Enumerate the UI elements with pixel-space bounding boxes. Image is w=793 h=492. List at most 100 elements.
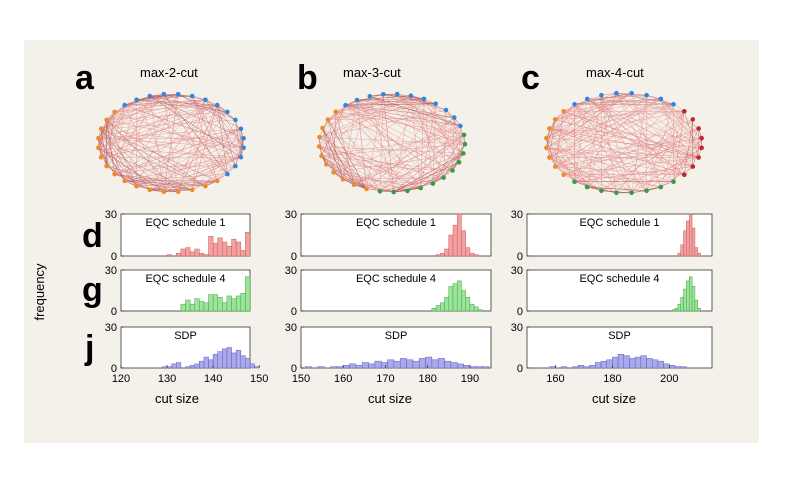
graph-node — [225, 171, 230, 177]
graph-edge — [631, 111, 685, 193]
graph-edge — [563, 119, 693, 175]
histogram-bar — [222, 302, 228, 312]
graph-edge — [319, 146, 433, 184]
graph-edge — [356, 99, 421, 189]
graph-edge — [393, 134, 465, 193]
graph-edge — [356, 99, 367, 189]
graph-edge — [646, 186, 661, 192]
graph-node — [161, 91, 167, 97]
histogram-bar — [671, 309, 676, 312]
graph-edge — [379, 134, 465, 192]
histogram-f: EQC schedule 1 0 30 — [511, 209, 713, 263]
graph-node — [241, 135, 246, 141]
graph-edge — [136, 137, 244, 187]
graph-node — [682, 172, 687, 177]
x-axis-label-left: cut size — [155, 391, 199, 406]
graph-node — [317, 134, 322, 140]
graph-node — [461, 132, 467, 138]
histogram-g: EQC schedule 4 0 30 — [105, 265, 251, 318]
histogram-bar — [361, 362, 369, 369]
graph-edge — [546, 93, 632, 139]
graph-edge — [335, 98, 424, 113]
y-tick-label: 0 — [517, 306, 523, 318]
graph-edge — [549, 93, 617, 158]
graph-edge — [321, 155, 344, 180]
graph-node — [96, 145, 101, 151]
graph-edge — [98, 99, 206, 149]
y-tick-label: 0 — [517, 251, 523, 263]
graph-node — [699, 145, 704, 151]
graph-edge — [555, 98, 661, 120]
histogram-bar — [245, 231, 251, 257]
histogram-bar — [473, 306, 479, 312]
panel-letter-j: j — [84, 329, 94, 367]
graph-edge — [546, 137, 575, 182]
graph-edge — [601, 92, 617, 96]
graph-edge — [546, 104, 674, 139]
graph-edge — [616, 93, 674, 182]
graph-node — [122, 102, 127, 108]
graph-edge — [587, 111, 685, 188]
graph-edge — [660, 111, 685, 188]
graph-edge — [587, 104, 674, 188]
graph-edge — [98, 104, 218, 149]
graph-edge — [345, 104, 460, 163]
graph-edge — [379, 103, 436, 192]
histogram-bar — [406, 359, 414, 369]
graph-edge — [587, 98, 685, 175]
graph-edge — [335, 111, 381, 192]
graph-edge — [420, 153, 464, 189]
graph-edge — [124, 99, 206, 106]
histogram-bar — [235, 241, 242, 257]
graph-edge — [646, 104, 674, 191]
graph-edge — [333, 125, 461, 173]
histogram-bar — [199, 360, 205, 369]
histogram-bar — [217, 237, 223, 257]
histogram-panels: EQC schedule 1 0 30 EQC schedule 4 0 30 SDP 0 30… — [105, 209, 713, 385]
graph-edge — [546, 93, 617, 139]
histogram-bar — [669, 365, 676, 369]
graph-edge — [397, 93, 453, 171]
graph-edge — [149, 95, 242, 158]
histogram-bar — [440, 252, 445, 257]
graph-edge — [322, 93, 398, 129]
graph-node — [367, 94, 373, 99]
graph-node — [441, 175, 446, 180]
histogram-bar — [686, 280, 690, 312]
graph-edges-b — [318, 93, 466, 193]
graph-edge — [106, 119, 115, 175]
graph-edge — [366, 153, 464, 190]
y-tick-label: 0 — [517, 363, 523, 375]
x-tick-label: 180 — [418, 373, 436, 385]
histogram-bar — [680, 244, 684, 257]
graph-node — [316, 144, 322, 149]
graph-edge — [546, 137, 632, 193]
graph-b — [316, 91, 468, 195]
graph-edge — [124, 94, 179, 182]
graph-edge — [136, 185, 179, 193]
histogram-bar — [691, 286, 696, 312]
graph-edge — [546, 137, 702, 149]
graph-edge — [345, 98, 424, 106]
graph-edge — [322, 128, 344, 180]
histogram-bar — [674, 366, 681, 369]
graph-edge — [106, 111, 228, 121]
graph-edge — [684, 119, 694, 175]
panel-letter-b: b — [297, 59, 318, 97]
graph-edge — [149, 93, 164, 97]
histogram-bar — [189, 365, 195, 369]
graph-edge — [574, 104, 617, 193]
graph-edge — [660, 98, 702, 149]
graph-edge — [646, 147, 702, 191]
graph-edge — [124, 96, 151, 181]
graph-node — [614, 190, 619, 196]
y-tick-label: 30 — [511, 322, 523, 334]
graph-edge — [393, 183, 433, 193]
x-tick-label: 200 — [660, 373, 678, 385]
graph-edge — [335, 111, 465, 136]
graph-edge — [322, 105, 346, 129]
graph-title-c: max-4-cut — [586, 65, 644, 80]
x-tick-label: 170 — [376, 373, 394, 385]
histogram-bar — [368, 363, 376, 369]
graph-node — [599, 188, 604, 194]
